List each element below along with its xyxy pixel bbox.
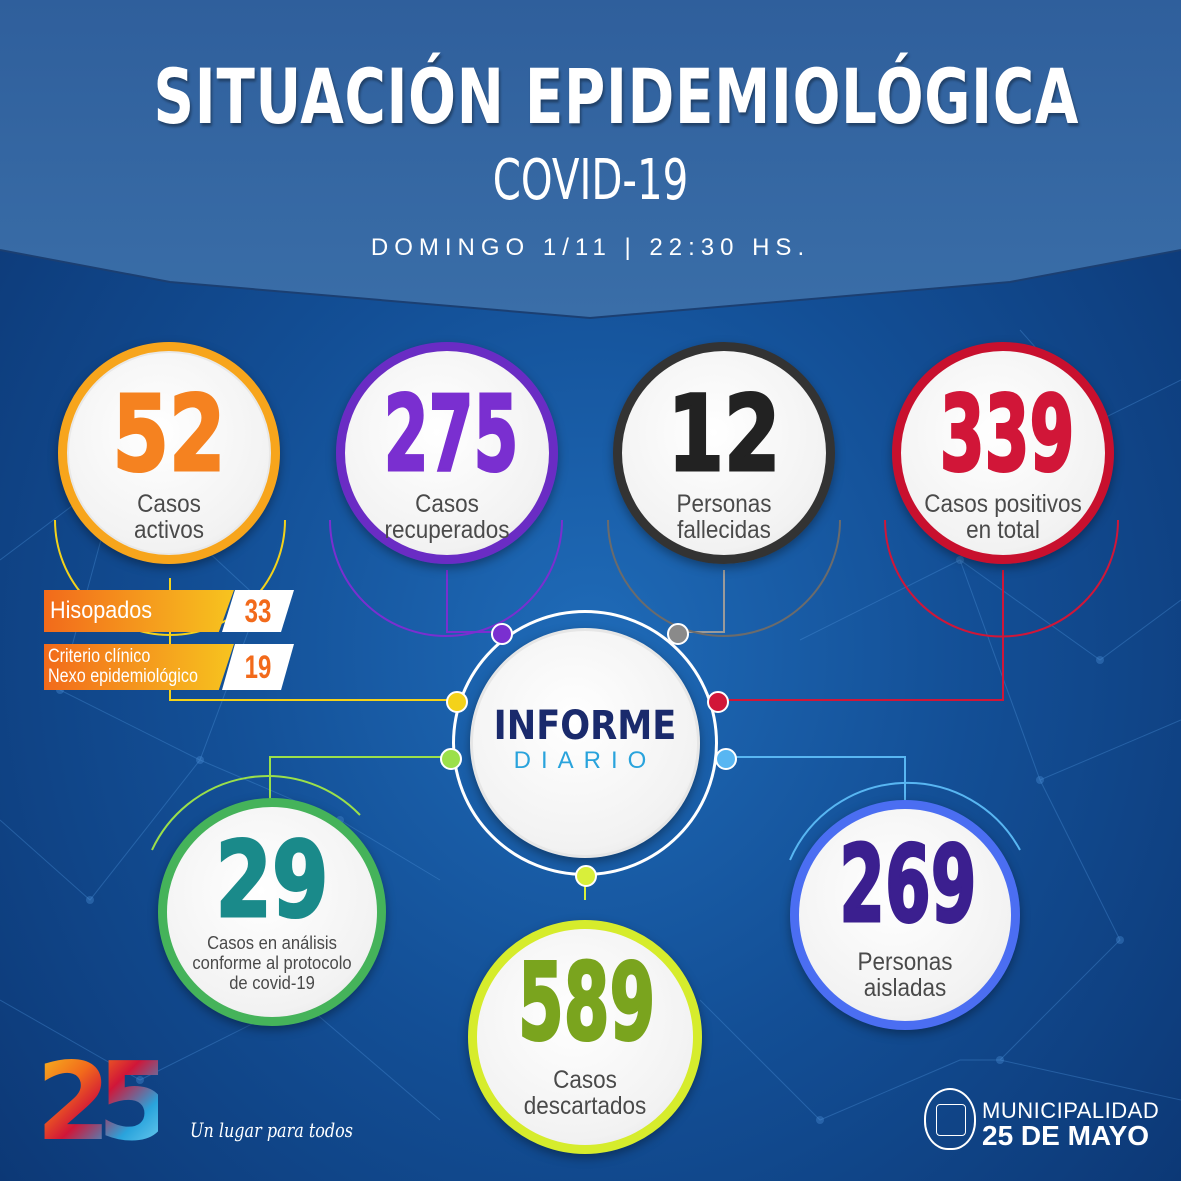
slogan: Un lugar para todos: [190, 1118, 354, 1142]
stat-casos-activos: 52 Casos activos: [58, 342, 280, 564]
informe-diario-badge: INFORME DIARIO: [470, 628, 700, 858]
municipality-line1: MUNICIPALIDAD: [982, 1098, 1160, 1123]
criterio-label-line1: Criterio clínico: [48, 646, 151, 667]
hisopados-value-box: 33: [222, 590, 294, 632]
municipality-line2: 25 DE MAYO: [982, 1120, 1150, 1151]
connector-dot-red: [707, 691, 729, 713]
stat-personas-fallecidas: 12 Personas fallecidas: [613, 342, 835, 564]
stat-label-line1: Casos: [415, 490, 479, 518]
stat-value: 339: [939, 372, 1075, 497]
stat-value: 275: [383, 372, 519, 497]
stat-label-line2: fallecidas: [677, 516, 771, 544]
logo-25-number: 25: [36, 1040, 172, 1165]
connector-dot-gray: [667, 623, 689, 645]
stat-label-line2: aisladas: [863, 974, 947, 1002]
logo-25: 25: [36, 1048, 176, 1158]
stat-casos-recuperados: 275 Casos recuperados: [336, 342, 558, 564]
stat-value: 52: [111, 372, 226, 497]
stat-label-line2: en total: [966, 516, 1040, 544]
connector-dot-purple: [491, 623, 513, 645]
criterio-label-line2: Nexo epidemiológico: [48, 666, 198, 687]
criterio-value: 19: [244, 649, 272, 685]
stat-casos-analisis: 29 Casos en análisis conforme al protoco…: [158, 798, 386, 1026]
connector-dot-lime: [575, 865, 597, 887]
stat-label-line1: Casos en análisis: [207, 933, 337, 953]
stat-label-line1: Casos: [137, 490, 201, 518]
municipality-seal-icon: [924, 1088, 976, 1150]
stat-label-line2: conforme al protocolo: [192, 953, 352, 973]
informe-subtitle: DIARIO: [513, 747, 657, 774]
stat-label-line1: Casos positivos: [924, 490, 1082, 518]
stat-casos-positivos: 339 Casos positivos en total: [892, 342, 1114, 564]
stat-casos-descartados: 589 Casos descartados: [468, 920, 702, 1154]
page-title: SITUACIÓN EPIDEMIOLÓGICA: [153, 52, 1080, 141]
stat-label-line1: Casos: [553, 1066, 617, 1094]
connector-dot-yellow: [446, 691, 468, 713]
connector-dot-green: [440, 748, 462, 770]
stat-personas-aisladas: 269 Personas aisladas: [790, 800, 1020, 1030]
hisopados-label: Hisopados: [50, 597, 153, 624]
stat-value: 29: [214, 818, 329, 943]
stat-label-line3: de covid-19: [229, 973, 315, 993]
criterio-value-box: 19: [222, 644, 294, 690]
stat-value: 589: [517, 940, 656, 1066]
criterio-bar: Criterio clínico Nexo epidemiológico: [44, 644, 234, 690]
report-date: DOMINGO 1/11 | 22:30 HS.: [370, 234, 811, 261]
connector-dot-blue: [715, 748, 737, 770]
stat-label-line1: Personas: [857, 948, 953, 976]
stat-label-line2: descartados: [523, 1092, 647, 1120]
informe-title: INFORME: [493, 703, 677, 749]
stat-label-line2: activos: [133, 516, 205, 544]
hisopados-value: 33: [244, 593, 272, 629]
stat-value: 12: [666, 372, 781, 497]
stat-value: 269: [838, 822, 977, 948]
hisopados-bar: Hisopados: [44, 590, 234, 632]
stat-label-line1: Personas: [676, 490, 772, 518]
page-subtitle: COVID-19: [492, 148, 689, 213]
stat-label-line2: recuperados: [384, 516, 510, 544]
